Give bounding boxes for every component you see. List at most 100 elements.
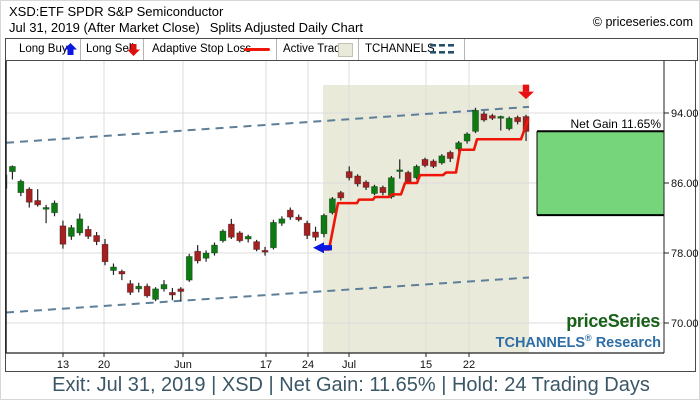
candle-body (25, 188, 33, 203)
x-tick-label: 20 (98, 359, 110, 371)
candle-body (345, 171, 353, 179)
candle-body (270, 221, 277, 249)
candle-body (244, 235, 252, 240)
candle-body (438, 155, 446, 164)
candle-body (202, 252, 210, 259)
legend-tchannels-label: TCHANNELS (365, 43, 435, 55)
candle-body (312, 231, 319, 238)
candle-body (362, 181, 370, 188)
net-gain-label: Net Gain 11.65% (570, 117, 662, 131)
candle-body (253, 241, 261, 250)
trade-summary-caption: Exit: Jul 31, 2019 | XSD | Net Gain: 11.… (52, 374, 650, 396)
tchannel-lines (6, 105, 530, 314)
candle-body (168, 291, 176, 296)
plot-axes (5, 59, 665, 354)
candle-body (59, 225, 67, 245)
candle-body (143, 285, 151, 297)
candle-body (286, 209, 294, 218)
net-gain-box (536, 130, 664, 217)
price-chart-canvas: 13 20 Jun 17 24 Jul 15 22 94.00 86.00 78.00 70.00 (5, 59, 699, 371)
copyright: © priceseries.com (592, 15, 693, 29)
candle-body (337, 192, 345, 199)
tchannels-dashes-icon (430, 44, 454, 54)
candle-body (211, 244, 218, 254)
adaptive-stop-loss-line (317, 118, 530, 251)
candle-body (67, 227, 75, 237)
x-tick-label: 15 (420, 359, 432, 371)
candle-body (110, 266, 117, 271)
candle-body (135, 285, 143, 290)
candle-body (185, 256, 193, 281)
registered-mark: ® (585, 333, 592, 343)
candle-body (505, 117, 513, 130)
candle-body (118, 270, 126, 275)
candle-body (42, 207, 50, 210)
x-tick-label: Jun (174, 359, 192, 371)
candle-body (446, 151, 454, 159)
candle-body (126, 283, 134, 293)
long-sell-arrow (518, 84, 534, 100)
x-tick-label: 22 (463, 359, 475, 371)
candle-body (328, 198, 336, 214)
chart-type-label: Splits Adjusted Daily Chart (209, 20, 363, 35)
x-tick-label: 24 (302, 359, 314, 371)
buy-arrow-icon (64, 43, 77, 55)
candlesticks-layer (6, 107, 530, 302)
legend-active-trade-label: Active Trade (283, 43, 347, 55)
x-tick-label: 17 (260, 359, 272, 371)
candle-body (194, 250, 202, 262)
candle-body (51, 202, 58, 214)
candle-body (371, 186, 378, 194)
sell-arrow-icon (127, 44, 140, 56)
priceseries-watermark: priceSeries (566, 311, 660, 331)
candle-body (421, 158, 429, 166)
legend-long-buy-label: Long Buy (19, 43, 68, 55)
active-trade-box-icon (338, 43, 353, 57)
candle-body (152, 288, 159, 300)
x-tick-label: 13 (57, 359, 69, 371)
candle-body (379, 186, 387, 194)
candle-body (497, 116, 505, 119)
candle-body (480, 113, 488, 121)
candle-body (430, 160, 437, 167)
candle-body (34, 200, 42, 206)
chart-subtitle: Jul 31, 2019 (After Market Close) Splits … (9, 20, 363, 35)
candle-body (17, 180, 25, 194)
candle-body (354, 175, 362, 185)
legend-long-sell-label: Long Sell (86, 43, 134, 55)
legend-stop-loss-label: Adaptive Stop Loss (152, 43, 252, 55)
candle-body (404, 172, 412, 183)
y-tick-label: 78.00 (671, 248, 699, 260)
candle-body (261, 249, 269, 253)
chart-date-status: Jul 31, 2019 (After Market Close) (9, 20, 200, 35)
candle-body (396, 169, 404, 172)
y-tick-label: 70.00 (671, 318, 699, 330)
stop-loss-line-icon (244, 48, 270, 51)
candle-body (160, 284, 168, 290)
candle-body (76, 218, 84, 234)
candle-body (514, 116, 522, 123)
chart-legend: Long Buy Long Sell Adaptive Stop Loss Ac… (5, 38, 698, 61)
candle-body (455, 142, 463, 150)
candle-body (227, 223, 235, 238)
candle-body (177, 288, 185, 292)
candle-body (278, 218, 286, 224)
candle-body (93, 235, 101, 243)
candle-body (9, 165, 16, 173)
candle-body (101, 243, 109, 263)
y-tick-label: 94.00 (671, 108, 699, 120)
candle-body (387, 177, 395, 198)
chart-title: XSD:ETF SPDR S&P Semiconductor (9, 4, 224, 19)
tchannels-research-watermark: TCHANNELS® Research (495, 333, 661, 351)
candle-body (295, 216, 303, 221)
candle-body (413, 165, 420, 179)
candle-body (488, 115, 496, 119)
candle-body (320, 214, 328, 235)
candle-body (236, 232, 244, 242)
candle-body (219, 230, 227, 242)
candle-body (463, 133, 471, 142)
y-tick-label: 86.00 (671, 178, 699, 190)
candle-body (472, 109, 479, 132)
candle-body (84, 228, 92, 237)
x-tick-label: Jul (342, 359, 356, 371)
